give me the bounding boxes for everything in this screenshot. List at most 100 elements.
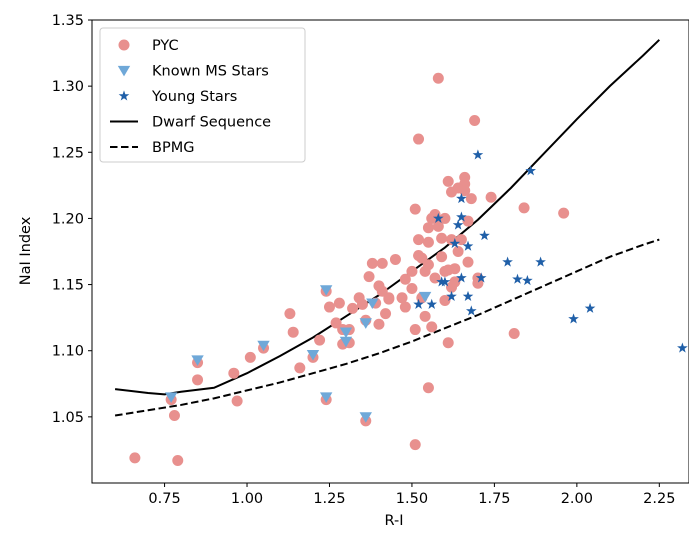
young-star-point: [462, 290, 474, 302]
pyc-point: [413, 234, 425, 246]
pyc-point: [376, 257, 388, 269]
x-tick-label: 2.00: [561, 491, 593, 507]
pyc-point: [422, 382, 434, 394]
legend-label-bpmg: BPMG: [152, 140, 194, 156]
pyc-point: [432, 72, 444, 84]
pyc-point: [422, 236, 434, 248]
pyc-point: [459, 185, 471, 197]
pyc-point: [518, 202, 530, 214]
pyc-point: [172, 455, 184, 467]
young-star-point: [465, 305, 477, 316]
legend-star-icon: [118, 90, 130, 101]
young-star-point: [522, 275, 533, 286]
legend-circle-icon: [118, 39, 130, 51]
pyc-point: [508, 328, 520, 340]
young-star-point: [462, 240, 474, 251]
young-star-point: [456, 272, 467, 283]
pyc-point: [449, 263, 461, 275]
pyc-point: [406, 283, 418, 295]
pyc-point: [228, 367, 240, 379]
legend-label-pyc: PYC: [152, 38, 179, 54]
pyc-point: [485, 191, 497, 203]
y-tick-label: 1.15: [52, 278, 84, 294]
y-tick-label: 1.20: [52, 211, 84, 227]
pyc-point: [231, 395, 243, 407]
young-star-point: [475, 272, 487, 283]
young-star-point: [677, 342, 688, 353]
pyc-point: [409, 324, 421, 336]
pyc-point: [363, 271, 375, 283]
y-tick-label: 1.30: [52, 79, 84, 95]
pyc-point: [399, 301, 411, 313]
x-tick-label: 1.25: [313, 491, 345, 507]
pyc-point: [462, 215, 474, 227]
legend-label-dwarf-sequence: Dwarf Sequence: [152, 115, 271, 131]
pyc-point: [168, 410, 180, 422]
pyc-point: [426, 321, 438, 333]
pyc-point: [436, 251, 448, 263]
known-ms-star-point: [339, 336, 353, 348]
bpmg-curve: [114, 238, 660, 417]
x-tick-label: 1.75: [478, 491, 510, 507]
pyc-point: [383, 292, 395, 304]
pyc-point: [439, 294, 451, 306]
young-star-point: [456, 192, 467, 204]
pyc-point: [287, 326, 299, 338]
young-star-point: [413, 298, 424, 309]
young-star-point: [472, 149, 484, 160]
pyc-point: [419, 310, 431, 322]
known-ms-star-point: [339, 327, 353, 339]
pyc-point: [373, 318, 385, 330]
young-star-point: [525, 165, 537, 176]
pyc-point: [442, 175, 454, 187]
young-star-point: [456, 211, 467, 222]
pyc-point: [436, 232, 448, 244]
pyc-point: [347, 302, 359, 314]
known-ms-star-point: [359, 318, 372, 329]
young-star-point: [433, 212, 444, 223]
x-tick-label: 2.25: [643, 491, 675, 507]
known-ms-star-point: [366, 298, 379, 309]
young-star-point: [452, 219, 464, 230]
x-tick-label: 1.50: [396, 491, 428, 507]
x-tick-label: 0.75: [148, 491, 180, 507]
young-star-point: [568, 313, 579, 324]
x-tick-label: 1.00: [231, 491, 263, 507]
known-ms-star-point: [418, 291, 432, 303]
legend-box: [99, 27, 306, 163]
pyc-point: [462, 256, 474, 268]
pyc-point: [284, 308, 296, 320]
y-tick-label: 1.10: [52, 344, 84, 360]
known-ms-star-point: [306, 350, 320, 361]
known-ms-star-point: [319, 392, 333, 403]
pyc-point: [439, 212, 451, 224]
pyc-point: [129, 452, 141, 464]
known-ms-star-point: [319, 285, 333, 296]
pyc-point: [413, 133, 425, 145]
x-axis-label: R-I: [385, 513, 404, 529]
pyc-point: [449, 276, 461, 288]
young-star-point: [584, 302, 596, 313]
legend: PYC Known MS Stars Young Stars Dwarf Sequen…: [99, 27, 306, 163]
known-ms-star-point: [164, 392, 178, 403]
pyc-point: [422, 222, 434, 234]
young-star-point: [446, 290, 457, 302]
legend-triangle-icon: [117, 65, 131, 77]
pyc-point: [380, 308, 392, 320]
pyc-point: [333, 297, 345, 309]
pyc-point: [558, 207, 570, 219]
pyc-point: [452, 246, 464, 257]
young-star-point: [502, 256, 513, 267]
plot-frame: [91, 19, 689, 484]
young-star-point: [426, 298, 438, 309]
marker-layer: [129, 72, 688, 467]
tick-layer: 0.75 1.00 1.25 1.50 1.75 2.00 2.25 1.05 1.10 1.15…: [52, 13, 676, 507]
pyc-point: [406, 265, 418, 277]
young-star-point: [535, 256, 546, 267]
pyc-point: [432, 220, 444, 232]
legend-label-young-stars: Young Stars: [151, 89, 237, 105]
pyc-point: [366, 257, 378, 269]
young-star-point: [449, 237, 461, 249]
pyc-point: [465, 193, 477, 205]
